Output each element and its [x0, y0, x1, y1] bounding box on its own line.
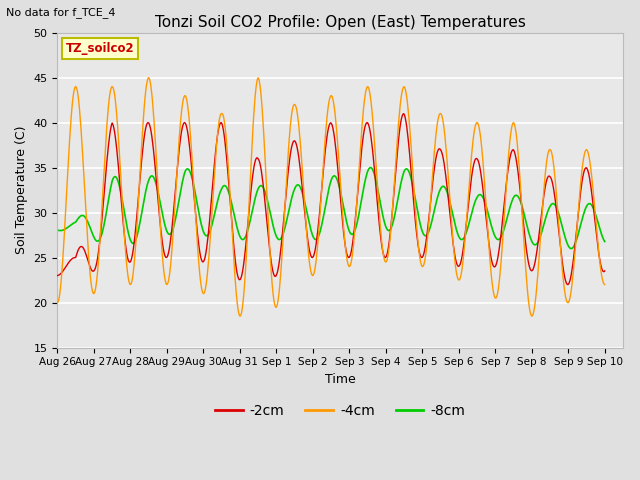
Y-axis label: Soil Temperature (C): Soil Temperature (C)	[15, 126, 28, 254]
Title: Tonzi Soil CO2 Profile: Open (East) Temperatures: Tonzi Soil CO2 Profile: Open (East) Temp…	[155, 15, 525, 30]
Text: No data for f_TCE_4: No data for f_TCE_4	[6, 7, 116, 18]
Text: TZ_soilco2: TZ_soilco2	[66, 42, 134, 55]
X-axis label: Time: Time	[325, 373, 356, 386]
Legend: -2cm, -4cm, -8cm: -2cm, -4cm, -8cm	[209, 399, 471, 424]
